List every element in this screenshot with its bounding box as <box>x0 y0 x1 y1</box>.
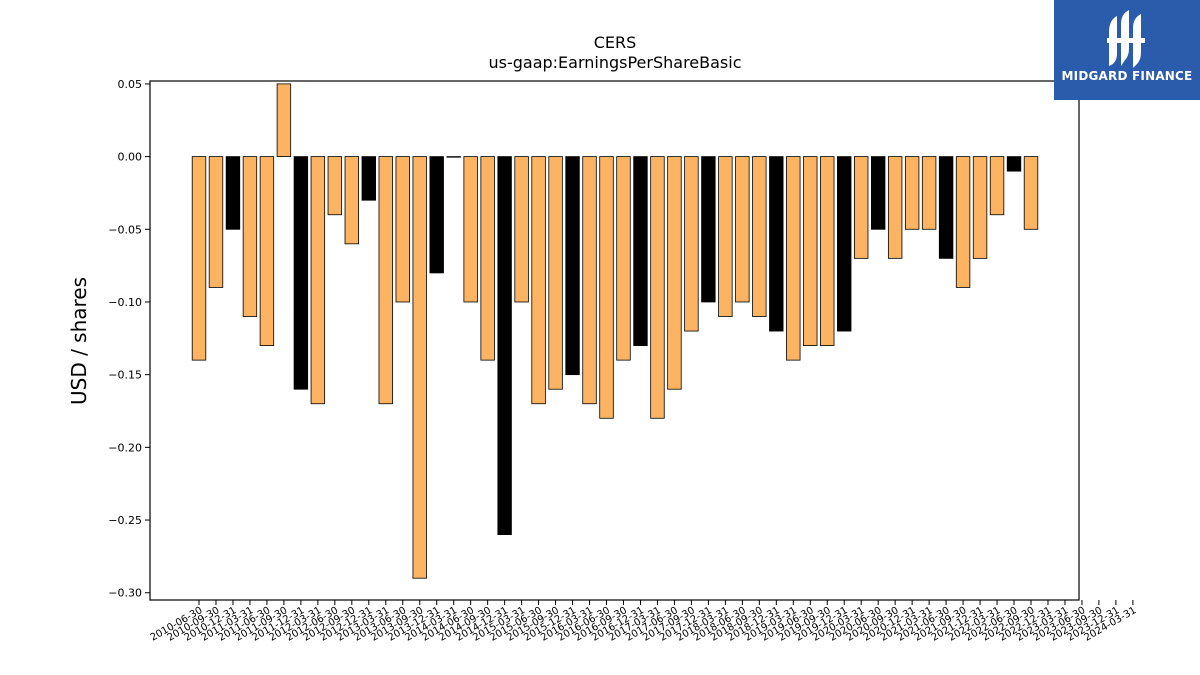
bar <box>412 156 427 579</box>
bar <box>463 156 478 303</box>
bar <box>395 156 410 303</box>
bar <box>378 156 393 405</box>
bar <box>616 156 631 361</box>
plot-frame <box>149 80 1080 601</box>
bar <box>293 156 309 390</box>
bar <box>480 156 495 361</box>
bar <box>191 156 207 361</box>
bar <box>429 156 444 274</box>
bar <box>582 156 597 405</box>
y-tick-label: −0.20 <box>108 441 142 454</box>
bar <box>820 156 835 346</box>
y-tick-label: −0.10 <box>108 296 142 309</box>
y-tick-label: 0.05 <box>118 78 143 91</box>
bar <box>735 156 750 303</box>
chart-subtitle: us-gaap:EarningsPerShareBasic <box>488 53 741 72</box>
y-tick-label: −0.30 <box>108 587 142 600</box>
bar <box>955 156 971 288</box>
bar <box>633 156 648 346</box>
brand-name: MIDGARD FINANCE <box>1061 69 1193 83</box>
bar <box>599 156 614 419</box>
y-tick-label: −0.05 <box>108 223 142 236</box>
bar <box>718 156 733 317</box>
y-axis-ticks: 0.05 0.00 −0.05 −0.10 −0.15 −0.20 −0.25 −0.30 <box>108 78 150 600</box>
bar <box>242 156 258 317</box>
bar <box>225 156 241 230</box>
brand-logo: MIDGARD FINANCE <box>1054 0 1200 100</box>
bar <box>565 156 580 376</box>
bar <box>361 156 376 201</box>
chart-title: CERS <box>594 33 637 52</box>
bar <box>752 156 767 317</box>
bar <box>446 156 461 158</box>
bar <box>667 156 682 390</box>
bar <box>769 156 784 332</box>
bar <box>887 156 903 259</box>
bar <box>259 156 275 346</box>
bar <box>701 156 716 303</box>
midgard-logo-icon <box>1107 10 1145 68</box>
bar <box>904 156 920 230</box>
bar <box>972 156 988 259</box>
bar <box>854 156 869 259</box>
bar <box>650 156 665 419</box>
bar <box>803 156 818 346</box>
bar <box>548 156 563 390</box>
bar <box>344 156 359 245</box>
bar <box>514 156 529 303</box>
y-tick-label: −0.15 <box>108 369 142 382</box>
bar <box>921 156 937 230</box>
bar <box>938 156 954 259</box>
bar <box>497 156 512 535</box>
bar <box>327 156 343 216</box>
bar <box>1006 156 1022 172</box>
bar <box>837 156 852 332</box>
x-axis-ticks: 2010-06-302010-09-302010-12-312011-03-31… <box>149 600 1138 644</box>
y-axis-label: USD / shares <box>67 277 91 405</box>
bar <box>208 156 224 288</box>
bar <box>684 156 699 332</box>
y-tick-label: 0.00 <box>118 151 143 164</box>
bar <box>786 156 801 361</box>
y-tick-label: −0.25 <box>108 514 142 527</box>
bar <box>989 156 1005 216</box>
bar <box>276 83 292 158</box>
bar <box>870 156 886 230</box>
bar <box>310 156 326 405</box>
bar <box>1023 156 1039 230</box>
bar <box>531 156 546 405</box>
bars-group <box>191 83 1039 579</box>
